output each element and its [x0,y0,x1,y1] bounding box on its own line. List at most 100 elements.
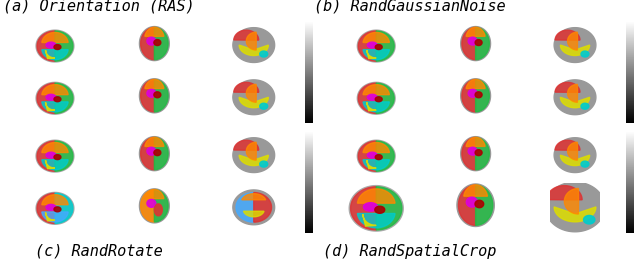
Polygon shape [239,97,268,108]
Polygon shape [568,142,577,160]
Polygon shape [233,190,275,225]
Polygon shape [464,185,488,196]
Polygon shape [46,42,56,48]
Text: (b) RandGaussianNoise: (b) RandGaussianNoise [314,0,506,13]
Polygon shape [55,31,73,61]
Polygon shape [36,82,74,114]
Polygon shape [554,207,596,222]
Polygon shape [246,142,256,160]
Polygon shape [140,26,170,61]
Polygon shape [468,37,477,45]
Polygon shape [46,152,56,158]
Polygon shape [462,138,476,170]
Polygon shape [363,50,389,60]
Polygon shape [242,194,266,200]
Polygon shape [140,137,170,171]
Text: (c) RandRotate: (c) RandRotate [35,244,163,259]
Polygon shape [154,150,161,156]
Polygon shape [581,103,589,109]
Polygon shape [357,214,395,228]
Polygon shape [140,79,170,113]
Polygon shape [468,89,477,97]
Polygon shape [367,160,376,169]
Polygon shape [561,45,589,55]
Polygon shape [467,197,477,207]
Polygon shape [46,94,56,100]
Polygon shape [376,141,394,171]
Polygon shape [54,45,61,50]
Polygon shape [233,138,275,173]
Y-axis label: After: After [0,200,3,217]
Polygon shape [461,137,490,171]
Polygon shape [363,143,389,153]
Polygon shape [36,140,74,172]
Polygon shape [260,161,268,167]
Polygon shape [367,152,377,158]
Polygon shape [475,150,482,156]
Y-axis label: Before: Before [0,36,3,56]
Polygon shape [55,193,73,223]
Polygon shape [154,28,168,60]
Polygon shape [141,80,154,112]
Polygon shape [367,50,376,59]
Polygon shape [45,160,55,169]
Polygon shape [555,82,580,92]
Y-axis label: After: After [0,90,3,106]
Polygon shape [154,190,168,222]
Polygon shape [581,51,589,57]
Polygon shape [554,80,596,115]
Polygon shape [145,189,164,199]
Polygon shape [260,51,268,57]
Polygon shape [555,140,580,150]
Polygon shape [260,103,268,109]
Polygon shape [141,190,154,222]
Polygon shape [154,80,168,112]
Polygon shape [554,138,596,173]
Polygon shape [367,102,376,111]
Polygon shape [234,140,259,150]
Polygon shape [236,193,254,222]
Polygon shape [358,141,376,171]
Polygon shape [141,28,154,60]
Polygon shape [555,30,580,40]
Polygon shape [45,212,55,221]
Polygon shape [568,84,577,102]
Polygon shape [568,32,577,50]
Y-axis label: After
[190, 190, 190]: After [190, 190, 190] [0,189,4,227]
Polygon shape [42,102,68,112]
Polygon shape [37,193,55,223]
Y-axis label: Before: Before [0,146,3,166]
Polygon shape [45,102,55,111]
Polygon shape [140,189,170,223]
Polygon shape [375,206,385,213]
Polygon shape [147,89,156,97]
Polygon shape [234,82,259,92]
Text: (d) RandSpatialCrop: (d) RandSpatialCrop [323,244,496,259]
Polygon shape [468,147,477,155]
Polygon shape [42,143,68,153]
Polygon shape [547,186,582,200]
Polygon shape [476,28,490,60]
Polygon shape [461,26,490,61]
Polygon shape [363,32,389,42]
Polygon shape [36,30,74,62]
Polygon shape [466,137,485,147]
Polygon shape [239,45,268,55]
Polygon shape [376,187,402,230]
Polygon shape [357,140,395,172]
Polygon shape [233,80,275,115]
Polygon shape [147,147,156,155]
Polygon shape [584,215,595,224]
Polygon shape [561,155,589,166]
Polygon shape [376,31,394,61]
Polygon shape [42,32,68,42]
Polygon shape [55,83,73,113]
Polygon shape [466,27,485,36]
Polygon shape [239,155,268,166]
Polygon shape [246,32,256,50]
Polygon shape [357,189,395,203]
Polygon shape [561,97,589,108]
Polygon shape [45,50,55,59]
Y-axis label: Before
[217, 217, 217]: Before [217, 217, 217] [0,27,4,65]
Polygon shape [375,97,382,102]
